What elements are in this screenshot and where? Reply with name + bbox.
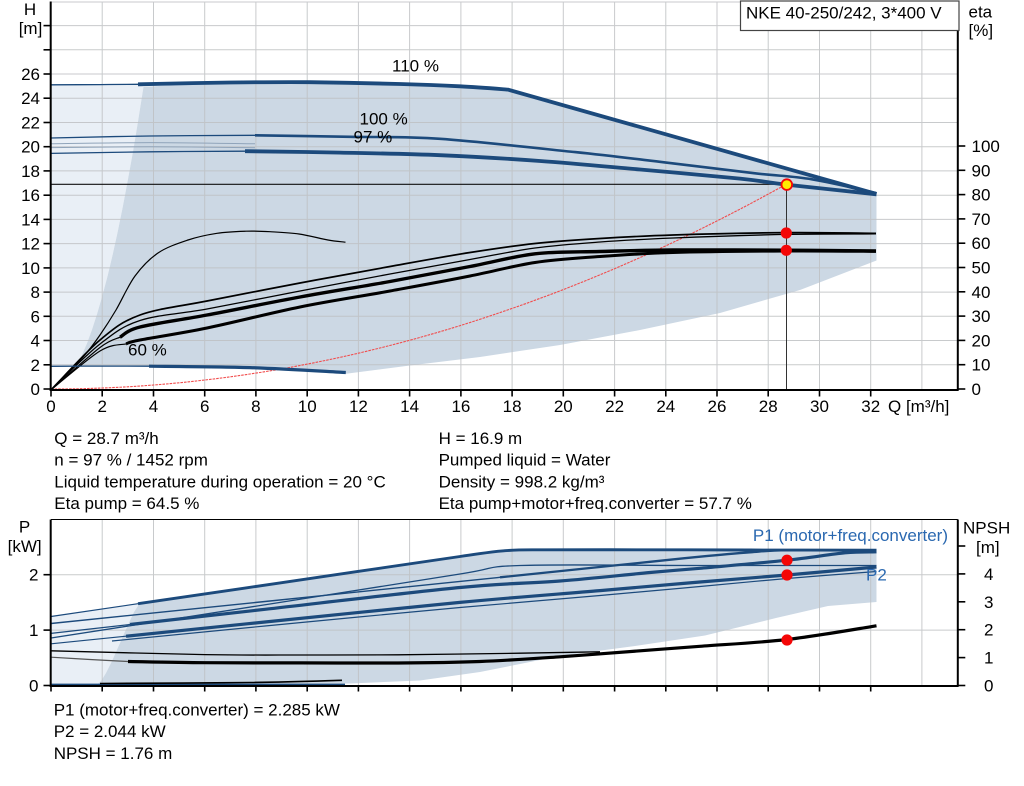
svg-text:2: 2 (31, 356, 40, 375)
svg-text:10: 10 (21, 259, 40, 278)
svg-text:P: P (19, 518, 30, 537)
svg-text:[m]: [m] (19, 19, 43, 38)
svg-text:P1 (motor+freq.converter) = 2.: P1 (motor+freq.converter) = 2.285 kW (54, 700, 340, 719)
svg-text:H: H (24, 0, 36, 19)
svg-text:30: 30 (810, 397, 829, 416)
svg-text:Pumped liquid = Water: Pumped liquid = Water (439, 451, 611, 470)
svg-text:2: 2 (29, 566, 38, 585)
svg-text:18: 18 (503, 397, 522, 416)
svg-text:8: 8 (251, 397, 260, 416)
svg-text:100 %: 100 % (360, 110, 408, 129)
svg-text:Liquid temperature during oper: Liquid temperature during operation = 20… (54, 472, 385, 491)
svg-text:P1 (motor+freq.converter): P1 (motor+freq.converter) (753, 526, 948, 545)
svg-text:28: 28 (759, 397, 778, 416)
svg-text:32: 32 (861, 397, 880, 416)
svg-text:24: 24 (21, 89, 40, 108)
svg-text:0: 0 (29, 677, 38, 696)
svg-text:6: 6 (31, 307, 40, 326)
svg-text:NPSH = 1.76 m: NPSH = 1.76 m (54, 744, 173, 763)
svg-text:Eta pump = 64.5 %: Eta pump = 64.5 % (54, 494, 199, 513)
svg-text:H = 16.9 m: H = 16.9 m (439, 429, 523, 448)
svg-text:16: 16 (21, 186, 40, 205)
svg-text:NKE 40-250/242, 3*400 V: NKE 40-250/242, 3*400 V (746, 3, 942, 22)
svg-text:4: 4 (984, 565, 993, 584)
svg-text:110 %: 110 % (392, 57, 439, 76)
svg-text:26: 26 (708, 397, 727, 416)
svg-text:90: 90 (972, 161, 991, 180)
svg-text:20: 20 (972, 331, 991, 350)
svg-text:Q = 28.7 m³/h: Q = 28.7 m³/h (54, 429, 158, 448)
svg-text:4: 4 (149, 397, 158, 416)
svg-text:16: 16 (451, 397, 470, 416)
svg-text:4: 4 (31, 332, 40, 351)
svg-text:22: 22 (605, 397, 624, 416)
svg-text:14: 14 (400, 397, 419, 416)
svg-text:2: 2 (984, 621, 993, 640)
svg-text:70: 70 (972, 210, 991, 229)
svg-text:100: 100 (972, 137, 1000, 156)
svg-text:2: 2 (97, 397, 106, 416)
svg-text:60: 60 (972, 234, 991, 253)
svg-text:12: 12 (349, 397, 368, 416)
svg-text:Q [m³/h]: Q [m³/h] (888, 397, 949, 416)
svg-text:14: 14 (21, 210, 40, 229)
svg-text:[kW]: [kW] (8, 537, 42, 556)
svg-text:0: 0 (31, 380, 40, 399)
svg-text:60 %: 60 % (128, 341, 167, 360)
svg-text:6: 6 (200, 397, 209, 416)
svg-text:24: 24 (656, 397, 675, 416)
svg-text:1: 1 (29, 621, 38, 640)
svg-text:12: 12 (21, 235, 40, 254)
svg-text:eta: eta (969, 3, 993, 22)
svg-text:8: 8 (31, 283, 40, 302)
svg-text:0: 0 (46, 397, 55, 416)
svg-text:3: 3 (984, 593, 993, 612)
svg-text:[%]: [%] (969, 21, 994, 40)
svg-text:n = 97 % / 1452 rpm: n = 97 % / 1452 rpm (54, 451, 208, 470)
svg-text:1: 1 (984, 649, 993, 668)
svg-text:20: 20 (554, 397, 573, 416)
svg-text:0: 0 (972, 380, 981, 399)
svg-text:22: 22 (21, 114, 40, 133)
svg-text:0: 0 (984, 677, 993, 696)
svg-text:10: 10 (298, 397, 317, 416)
svg-text:Eta pump+motor+freq.converter: Eta pump+motor+freq.converter = 57.7 % (439, 494, 752, 513)
svg-text:26: 26 (21, 65, 40, 84)
svg-text:Density = 998.2 kg/m³: Density = 998.2 kg/m³ (439, 472, 605, 491)
svg-text:20: 20 (21, 138, 40, 157)
svg-text:NPSH: NPSH (963, 519, 1010, 538)
svg-text:97 %: 97 % (354, 128, 393, 147)
svg-text:18: 18 (21, 162, 40, 181)
svg-text:30: 30 (972, 307, 991, 326)
svg-text:10: 10 (972, 356, 991, 375)
svg-text:40: 40 (972, 283, 991, 302)
svg-text:50: 50 (972, 259, 991, 278)
svg-text:80: 80 (972, 186, 991, 205)
svg-text:P2: P2 (866, 566, 887, 585)
svg-text:P2 = 2.044 kW: P2 = 2.044 kW (54, 722, 166, 741)
svg-text:[m]: [m] (976, 538, 1000, 557)
